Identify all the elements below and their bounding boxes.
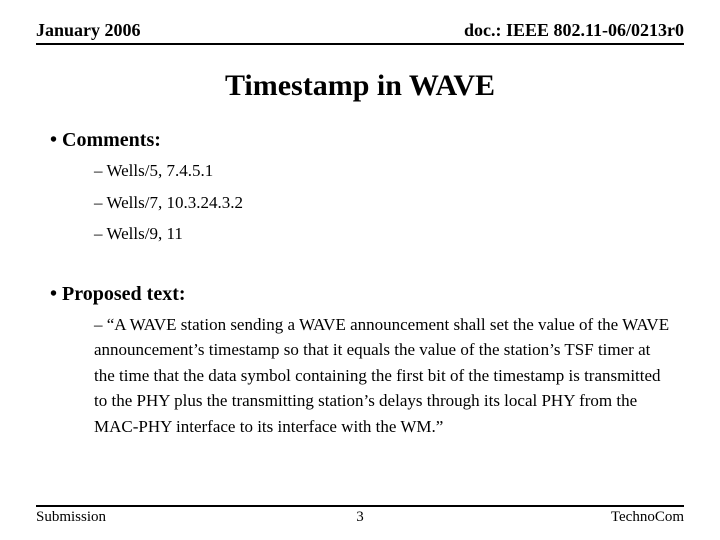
footer-right: TechnoCom bbox=[611, 509, 684, 526]
footer: Submission 3 TechnoCom bbox=[36, 505, 684, 526]
comment-text: Wells/5, 7.4.5.1 bbox=[106, 161, 213, 180]
section-comments-label: Comments: bbox=[62, 129, 161, 151]
proposed-body: “A WAVE station sending a WAVE announcem… bbox=[94, 315, 669, 436]
section-proposed-heading: Proposed text: bbox=[36, 283, 684, 306]
spacer bbox=[36, 253, 684, 277]
header: January 2006 doc.: IEEE 802.11-06/0213r0 bbox=[36, 20, 684, 45]
section-proposed-label: Proposed text: bbox=[62, 283, 186, 305]
proposed-items: “A WAVE station sending a WAVE announcem… bbox=[36, 312, 684, 440]
page-title: Timestamp in WAVE bbox=[36, 69, 684, 103]
section-comments-heading: Comments: bbox=[36, 129, 684, 152]
comment-text: Wells/9, 11 bbox=[106, 224, 182, 243]
page: January 2006 doc.: IEEE 802.11-06/0213r0… bbox=[0, 0, 720, 540]
footer-page-number: 3 bbox=[356, 509, 364, 526]
header-doc-id: doc.: IEEE 802.11-06/0213r0 bbox=[464, 20, 684, 41]
list-item: Wells/9, 11 bbox=[36, 221, 684, 247]
list-item: Wells/7, 10.3.24.3.2 bbox=[36, 190, 684, 216]
comments-items: Wells/5, 7.4.5.1 Wells/7, 10.3.24.3.2 We… bbox=[36, 158, 684, 247]
comment-text: Wells/7, 10.3.24.3.2 bbox=[106, 193, 243, 212]
list-item: “A WAVE station sending a WAVE announcem… bbox=[36, 312, 684, 440]
header-date: January 2006 bbox=[36, 20, 141, 41]
content-list: Comments: Wells/5, 7.4.5.1 Wells/7, 10.3… bbox=[36, 129, 684, 439]
footer-left: Submission bbox=[36, 509, 106, 526]
list-item: Wells/5, 7.4.5.1 bbox=[36, 158, 684, 184]
